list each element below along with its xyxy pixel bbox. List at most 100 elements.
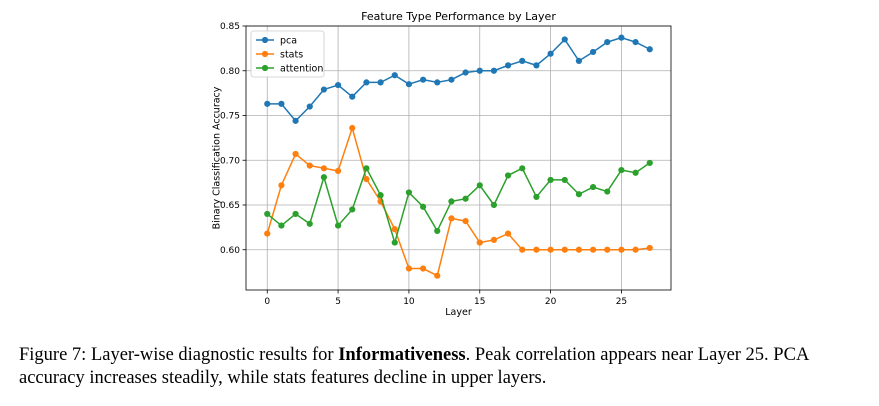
stats-point [391,226,398,233]
pca-point [547,50,554,57]
pca-point [377,79,384,86]
series-attention [264,159,653,246]
y-tick-label: 0.80 [220,67,240,77]
pca-point [575,57,583,65]
stats-point [334,167,342,175]
stats-point [405,265,413,272]
attention-point [504,172,512,179]
attention-point [533,193,540,201]
y-tick-label: 0.60 [220,246,240,256]
attention-line [266,162,651,246]
y-tick-label: 0.65 [220,201,240,211]
stats-point [646,244,653,252]
pca-point [419,76,427,83]
caption-bold-term: Informativeness [338,345,466,365]
attention-point [391,239,398,246]
pca-point [278,100,285,107]
pca-point [561,36,568,43]
legend-stats-label: stats [280,49,303,60]
caption-prefix: Figure 7: Layer-wise diagnostic results … [19,345,339,365]
stats-point [419,265,427,272]
stats-line [266,125,650,277]
x-axis-label: Layer [445,307,472,318]
stats-point [533,246,540,253]
stats-point [278,182,285,189]
pca-point [519,57,526,65]
stats-point [504,230,512,237]
attention-point [363,165,370,172]
stats-point [349,124,356,132]
attention-point [476,182,483,189]
pca-point [349,93,356,100]
stats-point [363,175,370,183]
stats-point [306,162,313,169]
pca-point [434,79,441,86]
stats-point [292,150,299,158]
y-tick-label: 0.70 [220,156,240,166]
stats-point [589,246,597,253]
attention-point [632,169,639,176]
attention-point [519,165,526,172]
attention-point [278,222,285,229]
pca-point [490,67,498,74]
x-tick-label: 15 [474,297,485,307]
stats-point [561,246,568,253]
chart-title: Feature Type Performance by Layer [361,10,556,23]
series-pca [264,34,653,124]
pca-point [589,48,597,56]
attention-point [618,166,625,174]
attention-point [349,206,356,213]
attention-point [448,198,455,205]
stats-point [547,246,554,253]
pca-point [618,34,625,41]
data-series [264,34,653,279]
attention-point [575,191,583,198]
pca-point [306,103,313,110]
x-tick-label: 25 [616,297,627,307]
caption-suffix: . Peak correlation appears near Layer 25… [19,345,809,388]
legend-pca-marker [261,36,269,44]
x-tick-label: 0 [264,297,270,307]
x-tick-label: 5 [335,297,341,307]
pca-line [267,36,651,122]
y-axis-label: Binary Classification Accuracy [211,86,222,229]
legend-attention-marker [261,64,269,72]
attention-point [547,176,554,184]
attention-point [604,188,611,195]
attention-point [264,210,271,218]
attention-point [434,227,441,235]
pca-point [264,100,271,107]
stats-point [618,246,625,253]
attention-point [306,220,313,227]
pca-point [405,81,413,88]
legend: pca stats attention [250,30,325,78]
y-tick-label: 0.75 [220,112,240,122]
attention-point [377,192,384,199]
attention-point [462,195,469,202]
attention-point [646,159,653,167]
stats-point [462,217,469,225]
stats-point [264,230,271,237]
stats-point [448,215,455,222]
plot-frame [245,25,672,291]
y-tick-label: 0.85 [220,22,240,32]
legend-pca-label: pca [280,35,297,46]
pca-point [320,86,328,93]
pca-point [292,117,299,124]
stats-point [320,165,328,172]
attention-point [589,183,597,191]
stats-point [519,246,526,253]
pca-point [334,81,342,89]
stats-point [632,246,639,253]
pca-point [391,72,398,79]
chart: 0 5 10 15 20 25 0.60 0.65 0.70 0.75 0.80 0.85 Featu… [211,10,672,318]
pca-point [533,62,540,69]
x-tick-label: 20 [545,297,557,307]
pca-point [448,76,455,83]
series-stats [264,124,653,279]
stats-point [604,246,611,253]
attention-point [561,176,568,184]
legend-stats-marker [261,50,269,58]
axis-ticks: 0 5 10 15 20 25 0.60 0.65 0.70 0.75 0.80 0.85 [220,22,627,307]
stats-point [490,236,498,243]
